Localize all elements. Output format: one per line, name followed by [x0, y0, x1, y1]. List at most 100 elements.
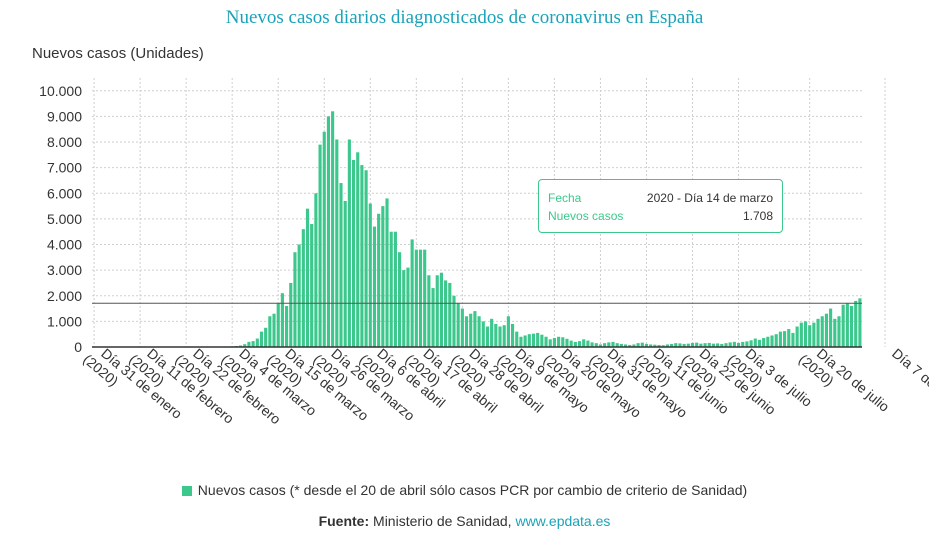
bar[interactable] [293, 252, 297, 347]
bar[interactable] [803, 321, 808, 347]
bar[interactable] [398, 252, 402, 347]
bar[interactable] [414, 249, 418, 347]
bar[interactable] [356, 152, 360, 347]
bar[interactable] [833, 318, 837, 347]
bar[interactable] [686, 343, 690, 347]
bar[interactable] [527, 334, 531, 347]
bar[interactable] [456, 303, 460, 347]
bar[interactable] [272, 313, 276, 347]
bar[interactable] [854, 300, 858, 347]
bar[interactable] [360, 165, 364, 347]
bar[interactable] [326, 116, 331, 347]
bar[interactable] [343, 200, 347, 347]
bar[interactable] [753, 338, 757, 347]
bar[interactable] [720, 343, 724, 347]
bar[interactable] [837, 316, 841, 347]
bar[interactable] [858, 298, 862, 347]
bar[interactable] [389, 231, 393, 347]
bar[interactable] [439, 272, 443, 347]
bar[interactable] [335, 139, 339, 347]
bar[interactable] [297, 244, 301, 347]
bar[interactable] [385, 198, 389, 347]
bar[interactable] [460, 308, 464, 347]
bar[interactable] [649, 344, 653, 347]
bar[interactable] [582, 339, 586, 347]
bar[interactable] [783, 331, 787, 347]
bar[interactable] [557, 336, 561, 347]
bar[interactable] [808, 325, 812, 347]
bar[interactable] [707, 342, 711, 347]
bar[interactable] [778, 331, 782, 347]
bar[interactable] [410, 239, 414, 347]
bar[interactable] [699, 343, 703, 347]
bar[interactable] [251, 341, 255, 347]
bar[interactable] [787, 329, 791, 347]
bar[interactable] [736, 342, 741, 347]
bar[interactable] [506, 316, 510, 347]
bar[interactable] [310, 224, 314, 347]
bar[interactable] [670, 343, 674, 347]
bar[interactable] [711, 343, 716, 347]
bar[interactable] [531, 333, 536, 347]
bar[interactable] [331, 111, 335, 347]
bar[interactable] [657, 344, 661, 347]
bar[interactable] [444, 280, 448, 347]
bar[interactable] [502, 325, 506, 347]
bar[interactable] [377, 213, 381, 347]
bar[interactable] [732, 341, 736, 347]
bar[interactable] [561, 337, 565, 347]
bars[interactable] [222, 111, 862, 347]
bar[interactable] [351, 159, 356, 347]
bar[interactable] [243, 344, 247, 347]
bar[interactable] [402, 270, 406, 347]
bar[interactable] [824, 313, 828, 347]
bar[interactable] [276, 303, 280, 347]
bar[interactable] [766, 336, 770, 347]
bar[interactable] [264, 327, 268, 347]
bar[interactable] [469, 313, 473, 347]
bar[interactable] [569, 340, 573, 347]
bar[interactable] [690, 342, 695, 347]
bar[interactable] [544, 336, 548, 347]
bar[interactable] [259, 331, 264, 347]
bar[interactable] [372, 226, 377, 347]
bar[interactable] [590, 342, 594, 347]
bar[interactable] [741, 341, 745, 347]
bar[interactable] [301, 229, 305, 347]
bar[interactable] [481, 321, 485, 347]
bar[interactable] [573, 341, 577, 347]
bar[interactable] [280, 293, 284, 347]
bar[interactable] [770, 335, 774, 347]
bar[interactable] [305, 208, 310, 347]
bar[interactable] [607, 342, 611, 347]
bar[interactable] [644, 343, 649, 347]
bar[interactable] [795, 326, 799, 347]
bar[interactable] [674, 343, 678, 347]
bar[interactable] [586, 340, 590, 347]
bar[interactable] [628, 344, 632, 347]
bar[interactable] [322, 131, 326, 347]
bar[interactable] [799, 322, 803, 347]
bar[interactable] [540, 334, 544, 347]
bar[interactable] [653, 344, 657, 347]
bar[interactable] [498, 326, 502, 347]
bar[interactable] [255, 338, 259, 347]
bar[interactable] [841, 304, 845, 347]
bar[interactable] [749, 340, 753, 347]
bar[interactable] [820, 316, 824, 347]
bar[interactable] [640, 342, 644, 347]
bar[interactable] [682, 343, 686, 347]
source-link[interactable]: www.epdata.es [515, 513, 611, 529]
bar[interactable] [594, 343, 598, 347]
bar[interactable] [490, 318, 494, 347]
bar[interactable] [724, 343, 728, 347]
bar[interactable] [636, 343, 640, 347]
bar[interactable] [347, 139, 351, 347]
bar[interactable] [762, 338, 766, 347]
bar[interactable] [845, 303, 849, 347]
bar[interactable] [548, 339, 552, 347]
bar[interactable] [418, 249, 423, 347]
bar[interactable] [577, 341, 582, 347]
bar[interactable] [448, 282, 452, 347]
bar[interactable] [285, 306, 289, 347]
